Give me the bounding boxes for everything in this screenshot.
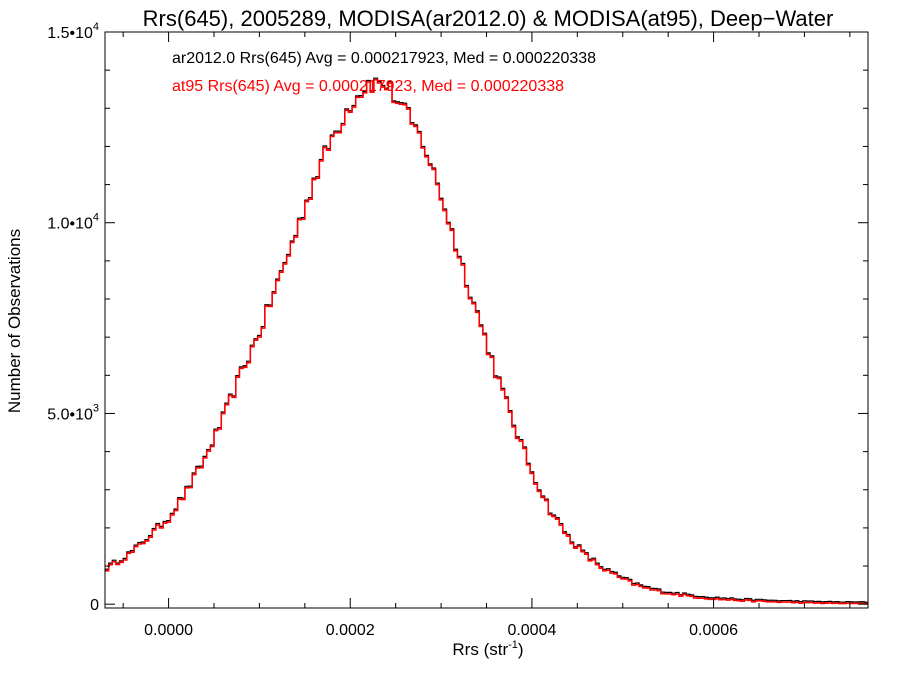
y-tick-label: 1.0•104 <box>47 212 99 233</box>
x-tick-label: 0.0000 <box>144 622 193 639</box>
x-axis-label: Rrs (str-1) <box>452 639 523 659</box>
x-tick-label: 0.0002 <box>326 622 375 639</box>
y-tick-label: 5.0•103 <box>47 402 99 423</box>
x-axis-label-sup: -1 <box>508 639 518 651</box>
plot-area <box>105 77 868 605</box>
y-tick-label: 1.5•104 <box>47 21 99 42</box>
y-tick-label: 0 <box>90 597 99 614</box>
annotation-at95: at95 Rrs(645) Avg = 0.000217923, Med = 0… <box>172 78 564 95</box>
x-axis-label-close: ) <box>518 640 524 659</box>
histogram-series-at95 <box>105 78 868 605</box>
axes: 0.0000 0.0002 0.0004 0.0006 0 5.0•103 1.0•104 1… <box>47 21 869 639</box>
x-tick-label: 0.0006 <box>689 622 738 639</box>
y-axis-label: Number of Observations <box>5 229 24 413</box>
x-axis-label-main: Rrs (str <box>452 640 508 659</box>
x-tick-label: 0.0004 <box>507 622 556 639</box>
annotation-ar2012: ar2012.0 Rrs(645) Avg = 0.000217923, Med… <box>172 50 596 67</box>
plot-frame <box>104 31 869 609</box>
chart-title: Rrs(645), 2005289, MODISA(ar2012.0) & MO… <box>143 6 834 31</box>
